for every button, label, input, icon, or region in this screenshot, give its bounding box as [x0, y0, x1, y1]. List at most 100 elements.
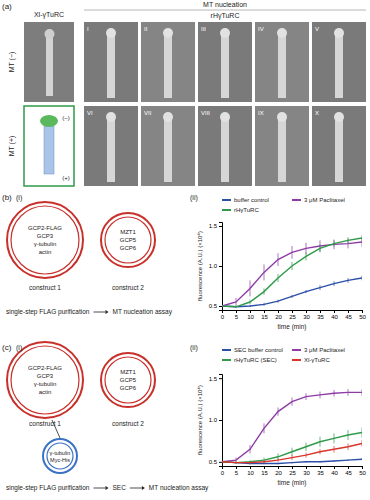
x-tick-mark: [264, 466, 265, 469]
sub-label: (i): [16, 194, 22, 202]
x-tick-label: 10: [247, 314, 254, 320]
x-tick: 30: [303, 310, 310, 320]
x-tick: 25: [289, 466, 296, 476]
y-tick: 0.5: [209, 459, 222, 465]
arrow: [93, 312, 105, 313]
x-tick-mark: [320, 310, 321, 313]
x-tick-mark: [264, 310, 265, 313]
x-tick-mark: [306, 310, 307, 313]
column-header: MT nucleation: [203, 1, 247, 8]
numeral: IX: [258, 110, 264, 116]
x-tick-label: 50: [359, 314, 366, 320]
x-tick: 45: [345, 310, 352, 320]
y-axis-title: fluorescence (A.U.) (×10⁴): [197, 385, 203, 455]
x-tick: 10: [247, 466, 254, 476]
y-tick-mark: [219, 420, 222, 421]
x-axis-title: time (min): [278, 323, 307, 331]
panel-label: (b): [2, 193, 12, 202]
gene-label: γ-tubulin: [34, 241, 57, 247]
series-line: [222, 278, 362, 307]
subheader: rHγTuRC: [211, 12, 240, 20]
y-axis-line: [219, 223, 223, 311]
gene-label: GCP6: [120, 245, 137, 251]
x-tick: 10: [247, 310, 254, 320]
x-tick-label: 30: [303, 314, 310, 320]
numeral: IV: [258, 26, 264, 32]
microtubule: [46, 36, 53, 96]
micrograph: [198, 22, 252, 102]
gene-label: actin: [39, 249, 52, 255]
x-tick-mark: [348, 466, 349, 469]
x-axis-line: [223, 311, 363, 314]
x-tick-label: 25: [289, 470, 296, 476]
y-tick-mark: [219, 266, 222, 267]
y-tick-mark: [219, 378, 222, 379]
x-tick-label: 45: [345, 470, 352, 476]
x-tick-label: 35: [317, 314, 324, 320]
legend-label: buffer control: [234, 197, 269, 203]
gene-label: GCP5: [120, 377, 137, 383]
y-axis-title: fluorescence (A.U.) (×10⁴): [197, 231, 203, 301]
micrograph: [312, 22, 366, 102]
microtubule: [335, 34, 343, 98]
panel-label: (a): [2, 2, 12, 11]
numeral: III: [201, 26, 206, 32]
x-tick: 40: [331, 466, 338, 476]
step: single-step FLAG purification: [6, 308, 90, 316]
microtubule-cartoon: [44, 126, 54, 174]
y-tick: 1.0: [209, 263, 222, 269]
x-tick: 35: [317, 310, 324, 320]
complex: [220, 112, 230, 122]
x-tick-label: 0: [221, 470, 225, 476]
x-tick-mark: [236, 310, 237, 313]
chart: 051015202530354045500.51.01.5time (min)f…: [197, 197, 366, 331]
micrograph: [312, 106, 366, 186]
x-tick-mark: [362, 466, 363, 469]
numeral: X: [315, 110, 319, 116]
legend-label: rHγTuRC (SEC): [234, 357, 277, 363]
x-tick-label: 5: [235, 314, 239, 320]
x-axis: 05101520253035404550: [221, 310, 367, 320]
y-tick-label: 1.0: [209, 417, 218, 423]
schematic-b: GCP2-FLAGGCP3γ-tubulinactinconstruct 1MZ…: [2, 193, 198, 316]
y-tick-label: 1.5: [209, 223, 218, 229]
series-line: [222, 238, 362, 307]
panel-label: (c): [2, 343, 12, 352]
plasmid: [7, 342, 83, 418]
construct-name: construct 2: [112, 420, 144, 427]
series-line: [222, 443, 362, 462]
plot-area: [222, 389, 362, 464]
x-tick-mark: [278, 466, 279, 469]
x-tick-mark: [334, 466, 335, 469]
x-tick-mark: [278, 310, 279, 313]
sub-label: (ii): [190, 344, 198, 352]
micrograph: [84, 106, 138, 186]
y-tick: 0.5: [209, 303, 222, 309]
x-tick-label: 45: [345, 314, 352, 320]
step: MT nucleation assay: [112, 308, 172, 316]
arrow-head: [142, 486, 145, 490]
x-tick: 50: [359, 466, 366, 476]
x-tick-label: 5: [235, 470, 239, 476]
numeral: VI: [87, 110, 93, 116]
x-tick-label: 20: [275, 314, 282, 320]
panel-a: (a)Xl-γTuRCMT nucleationrHγTuRCMT (−)III…: [2, 1, 366, 186]
schematic-box: [24, 106, 74, 186]
legend-label: rHγTuRC: [234, 207, 259, 213]
micrograph: [24, 22, 74, 102]
micrograph: [255, 22, 309, 102]
plasmid-inner: [105, 217, 151, 263]
x-axis-title: time (min): [278, 479, 307, 487]
legend: buffer control3 μM PaclitaxelrHγTuRC: [222, 197, 345, 213]
construct-name: construct 2: [112, 284, 144, 291]
numeral: II: [144, 26, 148, 32]
column-header: Xl-γTuRC: [34, 11, 64, 19]
legend-label: Xl-γTuRC: [304, 357, 330, 363]
microtubule: [278, 118, 286, 182]
micrograph: [141, 22, 195, 102]
x-tick: 25: [289, 310, 296, 320]
x-tick: 30: [303, 466, 310, 476]
arrow: [93, 488, 105, 489]
numeral: VIII: [201, 110, 210, 116]
plasmid: [101, 213, 155, 267]
